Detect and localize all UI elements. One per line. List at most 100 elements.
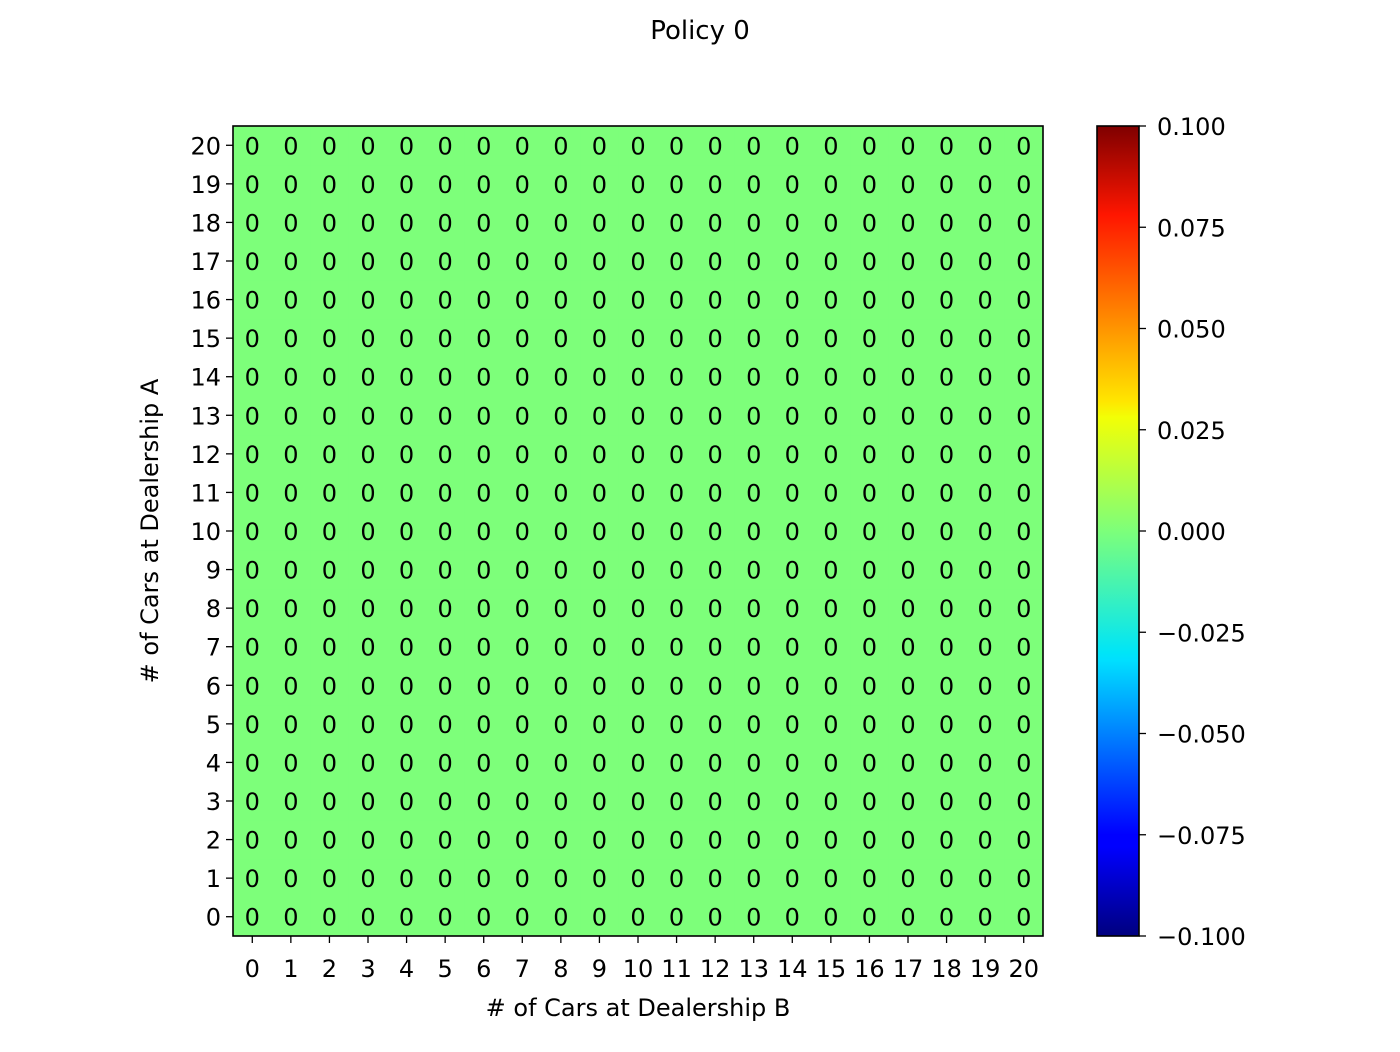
colorbar-tick-label: 0.100	[1157, 113, 1226, 141]
cell-value-label: 0	[785, 827, 800, 855]
cell-value-label: 0	[785, 518, 800, 546]
heatmap-cell	[310, 858, 350, 898]
cell-value-label: 0	[746, 595, 761, 623]
cell-value-label: 0	[669, 711, 684, 739]
heatmap-cell	[387, 511, 427, 551]
cell-value-label: 0	[823, 209, 838, 237]
heatmap-cell	[425, 781, 465, 821]
heatmap-cell	[503, 473, 543, 513]
heatmap-cell	[618, 164, 658, 204]
cell-value-label: 0	[862, 402, 877, 430]
heatmap-cell	[734, 511, 774, 551]
cell-value-label: 0	[245, 248, 260, 276]
cell-value-label: 0	[476, 672, 491, 700]
heatmap-cell	[425, 588, 465, 628]
cell-value-label: 0	[746, 441, 761, 469]
heatmap-cell	[734, 897, 774, 937]
heatmap-cell	[580, 666, 620, 706]
cell-value-label: 0	[785, 634, 800, 662]
cell-value-label: 0	[939, 441, 954, 469]
heatmap-cell	[387, 164, 427, 204]
cell-value-label: 0	[823, 634, 838, 662]
colorbar-tick-label: 0.050	[1157, 316, 1226, 344]
cell-value-label: 0	[245, 788, 260, 816]
heatmap-cell	[233, 318, 273, 358]
heatmap-cell	[927, 241, 967, 281]
heatmap-cell	[348, 627, 388, 667]
cell-value-label: 0	[708, 557, 723, 585]
heatmap-cell	[271, 820, 311, 860]
cell-value-label: 0	[746, 904, 761, 932]
cell-value-label: 0	[592, 904, 607, 932]
cell-value-label: 0	[476, 557, 491, 585]
heatmap-cell	[734, 781, 774, 821]
heatmap-cell	[773, 280, 813, 320]
heatmap-cell	[657, 820, 697, 860]
cell-value-label: 0	[900, 557, 915, 585]
heatmap-cell	[348, 897, 388, 937]
heatmap-cell	[734, 357, 774, 397]
cell-value-label: 0	[438, 865, 453, 893]
cell-value-label: 0	[785, 557, 800, 585]
cell-value-label: 0	[785, 248, 800, 276]
y-tick-label: 14	[190, 364, 221, 392]
cell-value-label: 0	[862, 672, 877, 700]
heatmap-cell	[271, 627, 311, 667]
heatmap-cell	[811, 743, 851, 783]
heatmap-cell	[888, 473, 928, 513]
heatmap-cell	[773, 203, 813, 243]
heatmap-cell	[464, 318, 504, 358]
cell-value-label: 0	[515, 904, 530, 932]
cell-value-label: 0	[900, 518, 915, 546]
heatmap-cell	[464, 164, 504, 204]
cell-value-label: 0	[245, 557, 260, 585]
heatmap-cell	[348, 820, 388, 860]
heatmap-cell	[387, 858, 427, 898]
cell-value-label: 0	[515, 634, 530, 662]
heatmap-cell	[233, 126, 273, 166]
cell-value-label: 0	[862, 132, 877, 160]
y-tick-label: 7	[206, 634, 221, 662]
heatmap-cell	[541, 280, 581, 320]
heatmap-cell	[541, 164, 581, 204]
cell-value-label: 0	[1016, 287, 1031, 315]
cell-value-label: 0	[823, 672, 838, 700]
heatmap-cell	[580, 588, 620, 628]
cell-value-label: 0	[399, 672, 414, 700]
cell-value-label: 0	[322, 749, 337, 777]
cell-value-label: 0	[360, 827, 375, 855]
x-tick-label: 14	[777, 955, 808, 983]
cell-value-label: 0	[245, 132, 260, 160]
cell-value-label: 0	[862, 441, 877, 469]
y-tick-label: 10	[190, 518, 221, 546]
cell-value-label: 0	[862, 518, 877, 546]
cell-value-label: 0	[746, 711, 761, 739]
heatmap-cell	[850, 203, 890, 243]
cell-value-label: 0	[746, 402, 761, 430]
cell-value-label: 0	[900, 364, 915, 392]
cell-value-label: 0	[515, 865, 530, 893]
heatmap-cell	[541, 550, 581, 590]
cell-value-label: 0	[245, 518, 260, 546]
heatmap-cell	[580, 550, 620, 590]
heatmap-cell	[541, 588, 581, 628]
heatmap-cell	[965, 126, 1005, 166]
heatmap-cell	[734, 241, 774, 281]
heatmap-cell	[503, 858, 543, 898]
cell-value-label: 0	[592, 595, 607, 623]
cell-value-label: 0	[900, 749, 915, 777]
heatmap-cell	[618, 396, 658, 436]
heatmap-cell	[888, 704, 928, 744]
heatmap-cell	[618, 318, 658, 358]
y-tick-label: 6	[206, 672, 221, 700]
heatmap-cell	[271, 164, 311, 204]
cell-value-label: 0	[669, 479, 684, 507]
x-tick-label: 7	[515, 955, 530, 983]
heatmap-cell	[233, 666, 273, 706]
heatmap-cell	[965, 318, 1005, 358]
cell-value-label: 0	[708, 171, 723, 199]
cell-value-label: 0	[592, 827, 607, 855]
y-tick-label: 0	[206, 904, 221, 932]
heatmap-cell	[503, 396, 543, 436]
